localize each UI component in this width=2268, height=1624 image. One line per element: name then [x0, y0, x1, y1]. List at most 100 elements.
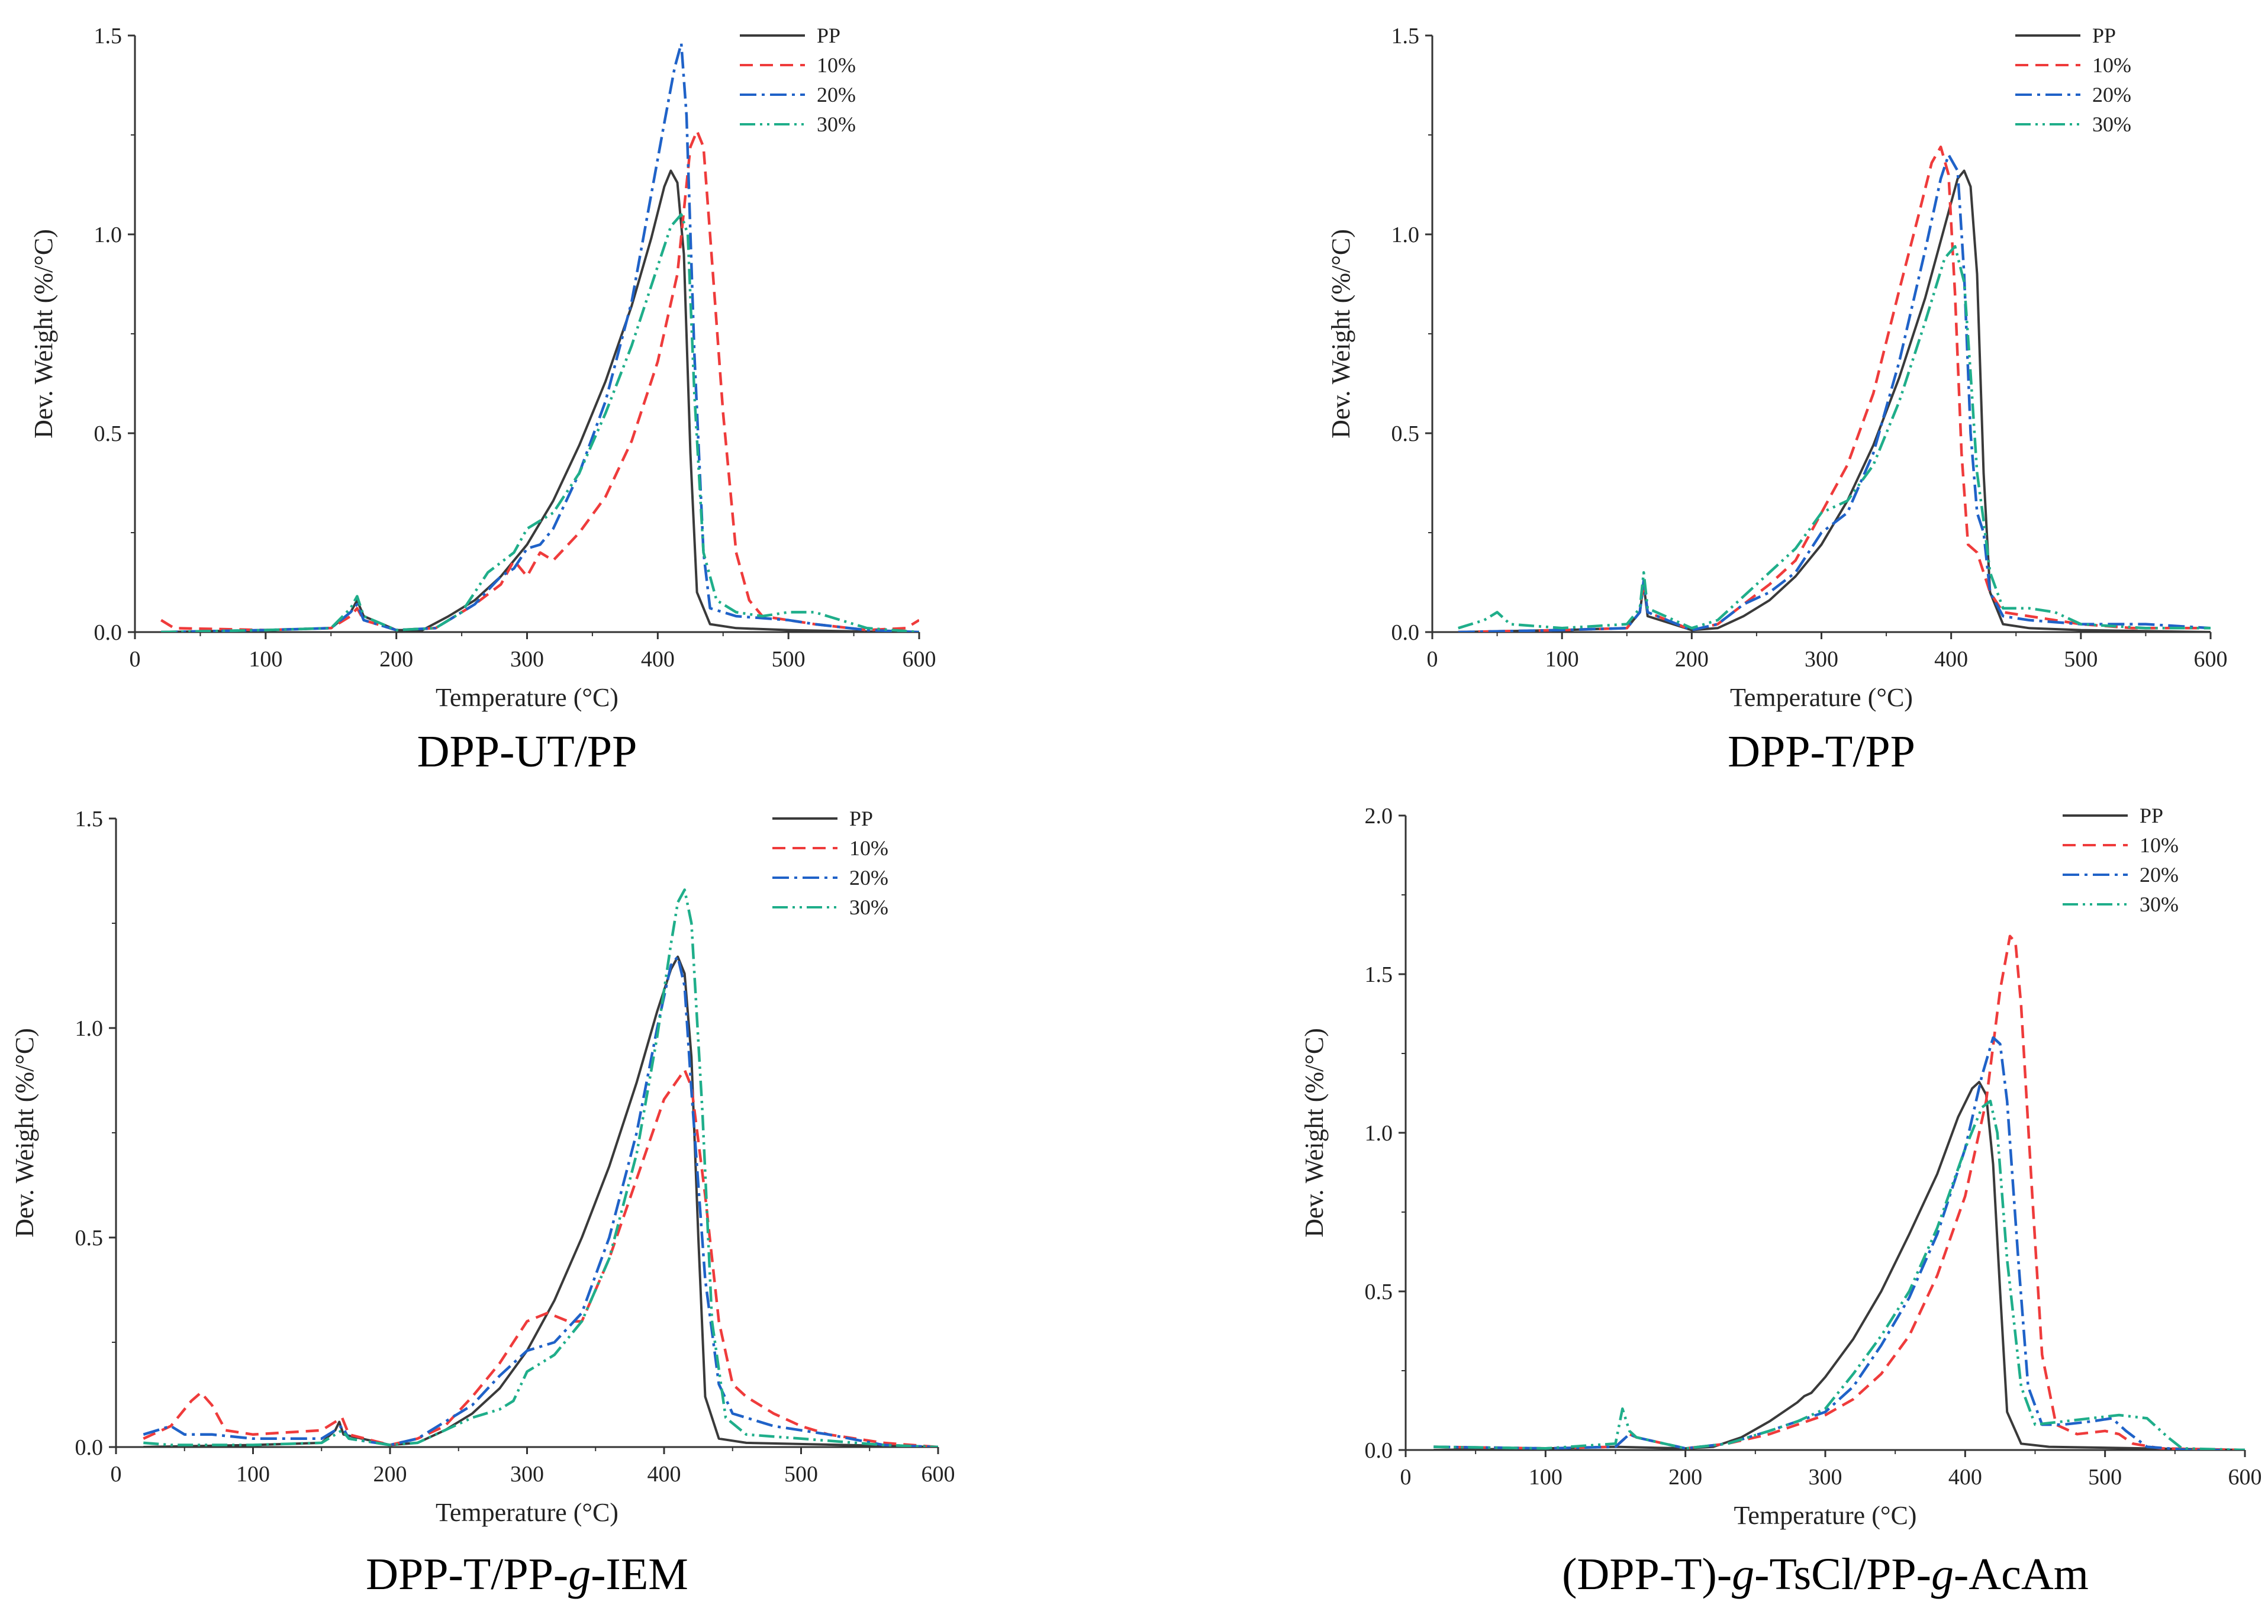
x-tick-label: 600 — [2194, 647, 2228, 672]
series-line-10pct — [1433, 935, 2245, 1450]
legend-label: PP — [2140, 804, 2163, 827]
x-axis-title: Temperature (°C) — [436, 1498, 618, 1527]
x-tick-label: 400 — [1934, 647, 1968, 672]
legend-label: 10% — [849, 836, 888, 860]
x-tick-label: 500 — [2088, 1465, 2122, 1490]
x-tick-label: 100 — [249, 647, 282, 672]
chart-caption: (DPP-T)-g-TsCl/PP-g-AcAm — [1562, 1549, 2089, 1599]
series-line-PP — [1433, 1081, 2245, 1450]
series-line-PP — [161, 169, 919, 632]
y-tick-label: 1.5 — [94, 24, 123, 49]
series-line-10pct — [160, 130, 919, 631]
y-tick-label: 1.0 — [75, 1016, 104, 1041]
x-tick-label: 0 — [111, 1462, 122, 1487]
chart-caption: DPP-UT/PP — [417, 727, 637, 776]
x-tick-label: 600 — [922, 1462, 955, 1487]
caption-part: (DPP-T)- — [1562, 1549, 1732, 1599]
series-line-10pct — [1458, 145, 2211, 632]
series-line-20pct — [143, 955, 938, 1447]
y-tick-label: 0.0 — [94, 620, 123, 645]
series-line-30pct — [1433, 1100, 2245, 1450]
legend-label: PP — [2092, 24, 2116, 47]
y-tick-label: 1.5 — [75, 807, 104, 832]
y-tick-label: 0.0 — [1391, 620, 1420, 645]
y-tick-label: 1.0 — [94, 223, 123, 247]
legend-label: 20% — [2092, 83, 2131, 107]
y-axis-title: Dev. Weight (%/°C) — [1326, 229, 1355, 439]
legend-label: PP — [849, 807, 873, 830]
y-tick-label: 0.5 — [75, 1226, 104, 1251]
legend-label: 10% — [817, 53, 856, 77]
chart-panel-4: 0 100 200 300 400 500 600 0.0 0.5 1.0 1.5 2.0 Temper… — [1300, 804, 2262, 1599]
x-tick-label: 0 — [1427, 647, 1438, 672]
y-tick-label: 1.5 — [1365, 962, 1393, 987]
y-axis-title: Dev. Weight (%/°C) — [1300, 1028, 1329, 1238]
x-tick-label: 400 — [647, 1462, 681, 1487]
series-line-30pct — [143, 888, 938, 1447]
y-tick-label: 1.5 — [1391, 24, 1420, 49]
legend-label: 20% — [2140, 863, 2179, 887]
caption-part: g — [1931, 1549, 1954, 1599]
caption-part: g — [568, 1549, 591, 1599]
y-tick-label: 1.0 — [1391, 223, 1420, 247]
caption-part: g — [1732, 1549, 1754, 1599]
y-tick-label: 0.5 — [1365, 1280, 1393, 1304]
x-axis-title: Temperature (°C) — [1734, 1501, 1917, 1530]
legend-label: 30% — [2092, 112, 2131, 136]
chart-caption: DPP-T/PP — [1728, 727, 1915, 776]
series-line-30pct — [1458, 244, 2211, 630]
series-line-PP — [143, 955, 938, 1447]
legend-label: 10% — [2140, 833, 2179, 857]
legend-label: PP — [817, 24, 840, 47]
y-tick-label: 0.0 — [75, 1435, 104, 1460]
caption-part: DPP-T/PP- — [366, 1549, 568, 1599]
legend-label: 30% — [849, 895, 888, 919]
x-tick-label: 600 — [2228, 1465, 2262, 1490]
x-tick-label: 100 — [236, 1462, 270, 1487]
series-line-10pct — [143, 1068, 938, 1447]
x-tick-label: 200 — [373, 1462, 407, 1487]
x-tick-label: 500 — [2064, 647, 2098, 672]
legend-label: 30% — [2140, 892, 2179, 916]
x-tick-label: 100 — [1545, 647, 1579, 672]
x-tick-label: 600 — [903, 647, 936, 672]
x-tick-label: 500 — [772, 647, 806, 672]
x-tick-label: 400 — [1948, 1465, 1982, 1490]
y-tick-label: 2.0 — [1365, 804, 1393, 829]
chart-panel-2: 0 100 200 300 400 500 600 0.0 0.5 1.0 1.5 Temperatu… — [1326, 24, 2228, 776]
series-line-PP — [1458, 169, 2211, 632]
y-axis-title: Dev. Weight (%/°C) — [10, 1028, 39, 1238]
x-tick-label: 100 — [1529, 1465, 1563, 1490]
legend-label: 30% — [817, 112, 856, 136]
y-tick-label: 0.5 — [94, 421, 123, 446]
x-tick-label: 300 — [1809, 1465, 1842, 1490]
y-tick-label: 1.0 — [1365, 1121, 1393, 1146]
legend-label: 20% — [849, 866, 888, 890]
caption-part: -TsCl/PP- — [1754, 1549, 1931, 1599]
x-tick-label: 200 — [1675, 647, 1709, 672]
x-tick-label: 0 — [1400, 1465, 1412, 1490]
x-tick-label: 300 — [510, 1462, 544, 1487]
x-tick-label: 200 — [1668, 1465, 1702, 1490]
x-tick-label: 0 — [130, 647, 141, 672]
chart-panel-1: 0 100 200 300 400 500 600 0.0 0.5 1.0 1.5 Temperatu… — [29, 24, 936, 776]
legend-label: 20% — [817, 83, 856, 107]
chart-caption: DPP-T/PP-g-IEM — [366, 1549, 688, 1599]
y-tick-label: 0.0 — [1365, 1438, 1393, 1463]
series-line-20pct — [1458, 153, 2211, 632]
series-line-20pct — [1433, 1036, 2245, 1450]
chart-panel-3: 0 100 200 300 400 500 600 0.0 0.5 1.0 1.5 Temperatu… — [10, 807, 955, 1599]
x-tick-label: 300 — [510, 647, 544, 672]
legend-label: 10% — [2092, 53, 2131, 77]
x-tick-label: 500 — [784, 1462, 818, 1487]
caption-part: -IEM — [591, 1549, 688, 1599]
x-axis-title: Temperature (°C) — [436, 683, 618, 712]
y-axis-title: Dev. Weight (%/°C) — [29, 229, 58, 439]
x-tick-label: 300 — [1805, 647, 1838, 672]
series-line-30pct — [161, 213, 919, 632]
y-tick-label: 0.5 — [1391, 421, 1420, 446]
x-tick-label: 400 — [641, 647, 675, 672]
series-line-20pct — [161, 42, 919, 632]
caption-part: -AcAm — [1954, 1549, 2089, 1599]
